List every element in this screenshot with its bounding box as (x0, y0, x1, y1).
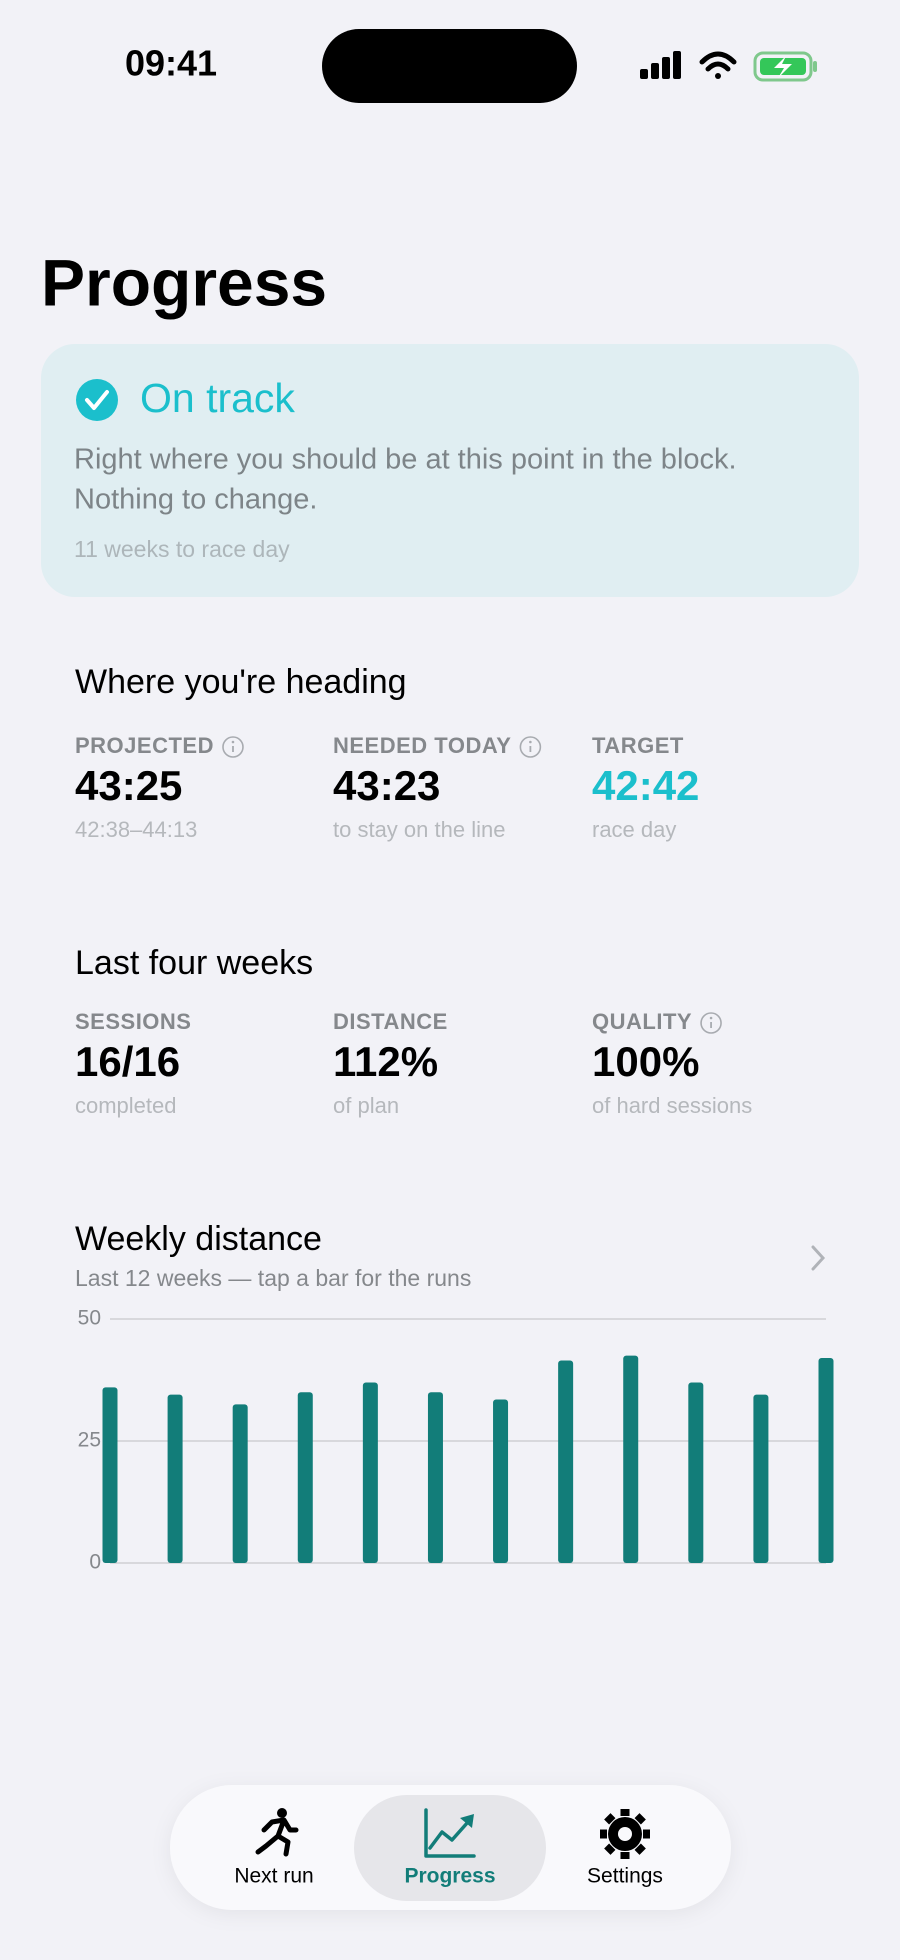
y-tick-label: 50 (78, 1307, 101, 1330)
chart-subtitle: Last 12 weeks — tap a bar for the runs (75, 1265, 471, 1291)
metric-label: TARGET (592, 733, 684, 758)
metric-sub: to stay on the line (333, 817, 505, 842)
info-icon[interactable] (222, 736, 244, 758)
metric-value: 100% (592, 1038, 699, 1085)
info-icon[interactable] (700, 1012, 722, 1034)
metric-sub: 42:38–44:13 (75, 817, 197, 842)
status-title: On track (140, 375, 295, 421)
countdown: 11 weeks to race day (74, 536, 290, 562)
bar[interactable] (623, 1355, 639, 1563)
section-title: Where you're heading (75, 663, 407, 701)
metric-value: 16/16 (75, 1038, 180, 1085)
metric-label: SESSIONS (75, 1009, 191, 1034)
tab-icon[interactable] (600, 1809, 650, 1859)
metric-label: QUALITY (592, 1009, 692, 1034)
metric-label: PROJECTED (75, 733, 214, 758)
metric-value: 43:23 (333, 762, 440, 809)
gear-icon (600, 1809, 650, 1859)
metric-value: 112% (333, 1038, 438, 1085)
battery-icon (753, 51, 817, 82)
bar[interactable] (362, 1382, 378, 1563)
bar[interactable] (558, 1360, 574, 1563)
tab-icon[interactable] (424, 1808, 476, 1858)
status-card (41, 344, 859, 597)
chevron[interactable] (811, 1245, 826, 1271)
check-icon (76, 379, 118, 421)
info-icon (529, 740, 532, 744)
metric-value: 42:42 (592, 762, 699, 809)
tab-selected (354, 1795, 546, 1901)
metric-value: 43:25 (75, 762, 182, 809)
metric-sub: of hard sessions (592, 1093, 752, 1118)
y-tick-label: 0 (89, 1551, 101, 1574)
bar[interactable] (297, 1392, 313, 1563)
dynamic-island (322, 29, 577, 103)
bar[interactable] (753, 1394, 769, 1563)
tab-icon[interactable] (255, 1808, 299, 1857)
bar[interactable] (232, 1404, 248, 1563)
metric-sub: of plan (333, 1093, 399, 1118)
check-mark (85, 390, 109, 410)
chart-title: Weekly distance (75, 1220, 322, 1258)
bar[interactable] (427, 1392, 443, 1563)
metric-sub: completed (75, 1093, 177, 1118)
clock: 09:41 (125, 43, 217, 84)
chart-icon (460, 1814, 474, 1828)
bar[interactable] (493, 1399, 509, 1563)
info-icon (709, 1016, 713, 1020)
section-title: Last four weeks (75, 944, 313, 982)
run-icon (277, 1808, 287, 1818)
info-icon (231, 740, 235, 744)
metric-sub: race day (592, 817, 676, 842)
tab-label[interactable]: Progress (404, 1865, 495, 1888)
bar[interactable] (818, 1358, 834, 1563)
chart-icon (424, 1808, 476, 1858)
bar[interactable] (688, 1382, 704, 1563)
run-icon (255, 1817, 299, 1857)
status-message: Right where you should be at this point … (74, 444, 737, 476)
info-icon[interactable] (519, 736, 542, 758)
metric-label: DISTANCE (333, 1009, 448, 1034)
tab-label[interactable]: Settings (587, 1865, 663, 1888)
wifi-icon (699, 51, 737, 79)
signal-icon (640, 51, 681, 79)
page-title: Progress (41, 245, 327, 319)
bar[interactable] (102, 1387, 118, 1563)
tab-label[interactable]: Next run (234, 1865, 313, 1888)
y-tick-label: 25 (78, 1429, 101, 1452)
metric-label: NEEDED TODAY (333, 733, 511, 758)
gear-icon (618, 1827, 632, 1841)
status-message: Nothing to change. (74, 484, 317, 516)
bar[interactable] (167, 1394, 183, 1563)
